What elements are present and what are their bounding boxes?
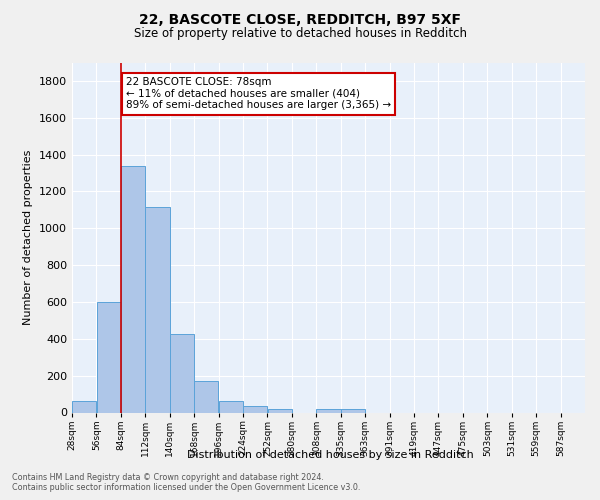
Bar bbox=[145, 207, 170, 412]
Text: 22 BASCOTE CLOSE: 78sqm
← 11% of detached houses are smaller (404)
89% of semi-d: 22 BASCOTE CLOSE: 78sqm ← 11% of detache… bbox=[126, 77, 391, 110]
Bar bbox=[72, 402, 97, 412]
Y-axis label: Number of detached properties: Number of detached properties bbox=[23, 150, 34, 325]
Bar bbox=[170, 334, 194, 412]
Bar bbox=[218, 400, 243, 412]
Bar bbox=[243, 406, 268, 412]
Bar bbox=[316, 409, 341, 412]
Bar bbox=[194, 381, 218, 412]
Text: Size of property relative to detached houses in Redditch: Size of property relative to detached ho… bbox=[133, 28, 467, 40]
Text: Contains HM Land Registry data © Crown copyright and database right 2024.
Contai: Contains HM Land Registry data © Crown c… bbox=[12, 472, 361, 492]
Bar bbox=[121, 166, 145, 412]
Bar bbox=[97, 302, 121, 412]
Bar bbox=[341, 409, 365, 412]
Bar bbox=[268, 409, 292, 412]
Text: 22, BASCOTE CLOSE, REDDITCH, B97 5XF: 22, BASCOTE CLOSE, REDDITCH, B97 5XF bbox=[139, 12, 461, 26]
Text: Distribution of detached houses by size in Redditch: Distribution of detached houses by size … bbox=[187, 450, 473, 460]
